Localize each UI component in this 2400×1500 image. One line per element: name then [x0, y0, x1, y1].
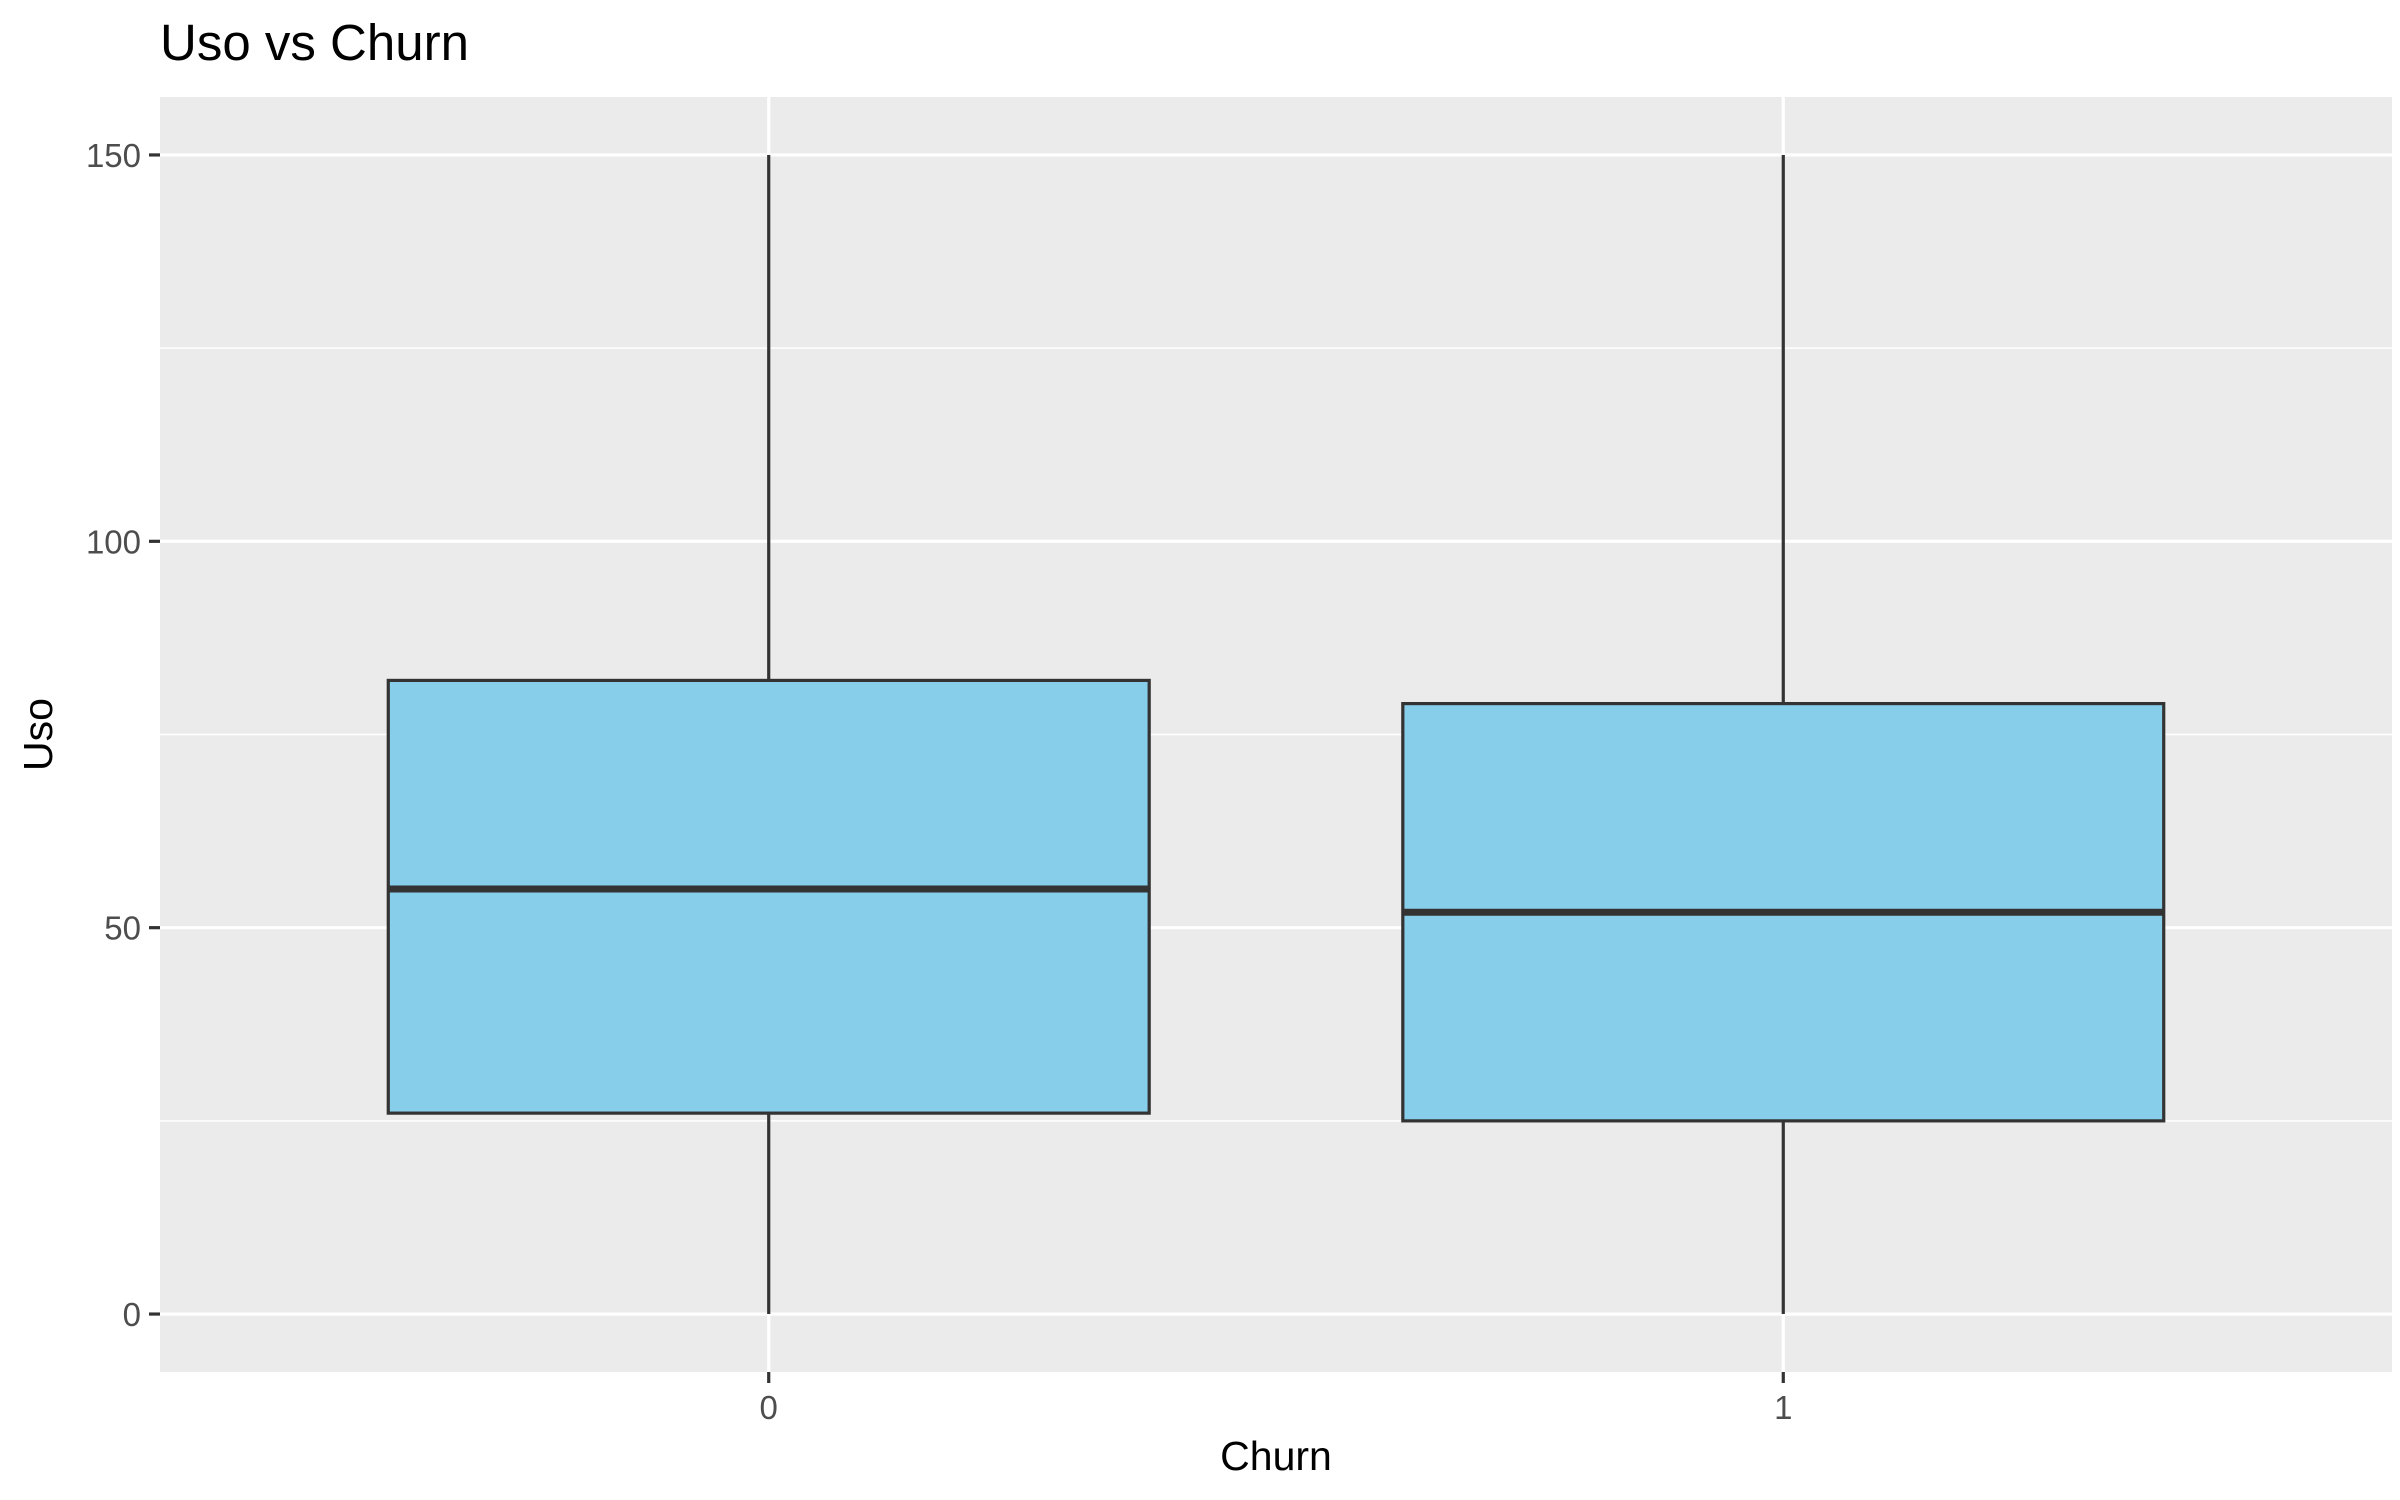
- chart-title: Uso vs Churn: [160, 14, 469, 71]
- y-tick-label: 150: [86, 137, 141, 174]
- y-tick-label: 50: [104, 910, 141, 947]
- box-0: [386, 154, 1151, 1315]
- x-tick-label: 0: [760, 1389, 778, 1426]
- boxes-layer: [386, 154, 2166, 1315]
- iqr-box: [386, 678, 1151, 1115]
- y-tick-label: 0: [123, 1296, 141, 1333]
- y-tick-label: 100: [86, 523, 141, 560]
- y-axis: 0 50 100 150: [86, 137, 160, 1333]
- x-tick-label: 1: [1774, 1389, 1792, 1426]
- y-axis-title: Uso: [15, 698, 61, 771]
- x-axis-title: Churn: [1220, 1433, 1332, 1479]
- box-1: [1401, 154, 2166, 1315]
